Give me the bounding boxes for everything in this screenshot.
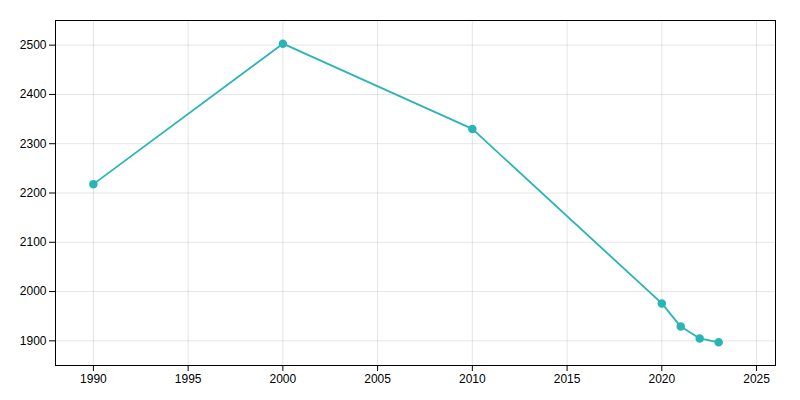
- svg-text:1995: 1995: [175, 372, 202, 386]
- svg-text:2300: 2300: [20, 137, 47, 151]
- svg-text:2025: 2025: [743, 372, 770, 386]
- svg-text:2200: 2200: [20, 186, 47, 200]
- svg-text:1990: 1990: [80, 372, 107, 386]
- svg-text:2000: 2000: [20, 284, 47, 298]
- svg-text:2005: 2005: [364, 372, 391, 386]
- svg-text:2015: 2015: [554, 372, 581, 386]
- svg-text:2000: 2000: [270, 372, 297, 386]
- svg-text:1900: 1900: [20, 334, 47, 348]
- svg-text:2100: 2100: [20, 235, 47, 249]
- svg-text:2400: 2400: [20, 87, 47, 101]
- svg-text:2500: 2500: [20, 38, 47, 52]
- svg-text:2020: 2020: [648, 372, 675, 386]
- svg-text:2010: 2010: [459, 372, 486, 386]
